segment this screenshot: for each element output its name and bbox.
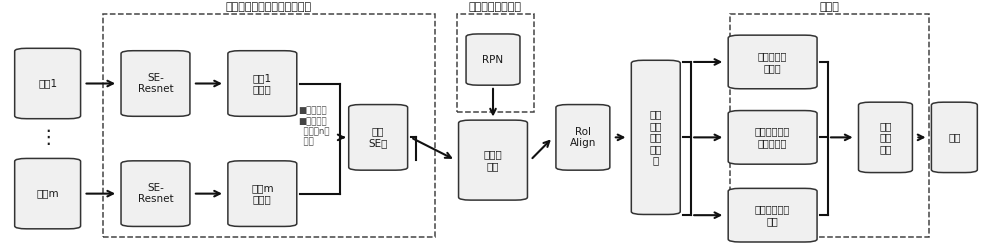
Text: RPN: RPN	[482, 55, 504, 64]
Text: 目标区域建议网络: 目标区域建议网络	[469, 2, 522, 12]
Bar	[730, 14, 929, 237]
FancyBboxPatch shape	[931, 102, 977, 173]
Text: 模态1: 模态1	[38, 79, 57, 88]
Text: ⋮: ⋮	[38, 128, 57, 147]
FancyBboxPatch shape	[121, 51, 190, 116]
Bar	[457, 14, 534, 112]
Text: SE-
Resnet: SE- Resnet	[138, 73, 173, 94]
FancyBboxPatch shape	[15, 158, 81, 229]
FancyBboxPatch shape	[459, 120, 527, 200]
Text: 目标区域定位
框回归网络: 目标区域定位 框回归网络	[755, 126, 790, 148]
Text: 目标区域掩
模网络: 目标区域掩 模网络	[758, 51, 787, 73]
Text: 模态1
特征图: 模态1 特征图	[253, 73, 272, 94]
Text: 多模态医学图像特征提取网络: 多模态医学图像特征提取网络	[225, 2, 311, 12]
FancyBboxPatch shape	[556, 104, 610, 170]
Text: 模态m: 模态m	[36, 189, 59, 199]
Text: 输出: 输出	[948, 132, 961, 142]
FancyBboxPatch shape	[728, 111, 817, 164]
FancyBboxPatch shape	[121, 161, 190, 226]
FancyBboxPatch shape	[228, 161, 297, 226]
Text: 候选
目标
区域
特征
图: 候选 目标 区域 特征 图	[650, 109, 662, 165]
Text: 头网络: 头网络	[820, 2, 839, 12]
FancyBboxPatch shape	[466, 34, 520, 85]
Text: 第一
SE块: 第一 SE块	[368, 126, 388, 148]
FancyBboxPatch shape	[631, 60, 680, 214]
Text: SE-
Resnet: SE- Resnet	[138, 183, 173, 205]
FancyBboxPatch shape	[228, 51, 297, 116]
FancyBboxPatch shape	[728, 35, 817, 89]
FancyBboxPatch shape	[728, 188, 817, 242]
FancyBboxPatch shape	[349, 104, 408, 170]
Text: 目标区域分类
网络: 目标区域分类 网络	[755, 204, 790, 226]
Bar	[103, 14, 435, 237]
Text: 非极
大值
抑制: 非极 大值 抑制	[879, 121, 892, 154]
Text: RoI
Align: RoI Align	[570, 126, 596, 148]
Text: 融合特
征图: 融合特 征图	[484, 149, 502, 171]
FancyBboxPatch shape	[859, 102, 912, 173]
FancyBboxPatch shape	[15, 48, 81, 119]
Text: 模态m
特征图: 模态m 特征图	[251, 183, 274, 205]
Text: ■相同层级
■特征图串
  联，共n个
  层级: ■相同层级 ■特征图串 联，共n个 层级	[298, 106, 330, 147]
